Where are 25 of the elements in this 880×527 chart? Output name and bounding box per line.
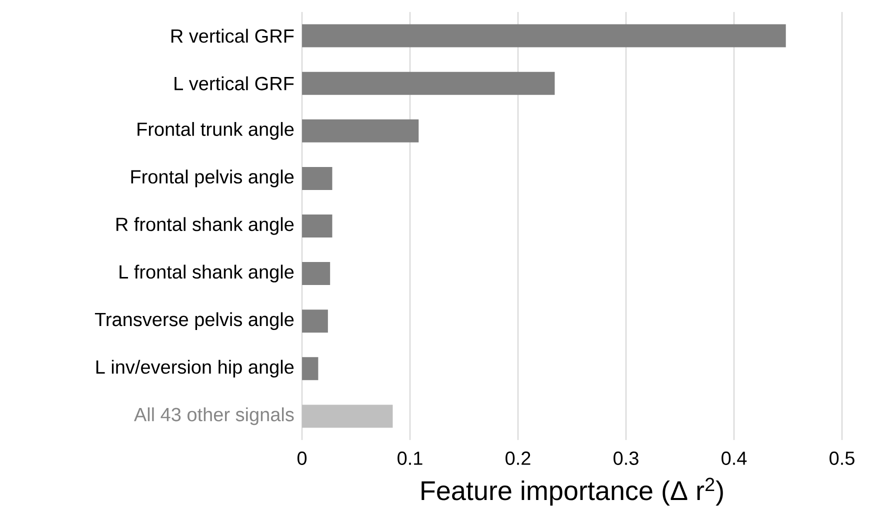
x-tick-label: 0.1	[398, 452, 422, 465]
y-tick-label: L inv/eversion hip angle	[96, 360, 294, 378]
y-tick-label: L vertical GRF	[174, 76, 294, 90]
bar	[302, 404, 393, 428]
y-tick-label: Transverse pelvis angle	[94, 312, 294, 330]
x-axis-title: Feature importance (Δ r$^{2}$)	[422, 478, 723, 506]
x-tick-label: 0.5	[830, 452, 854, 465]
x-tick-label: 0.4	[722, 452, 747, 465]
bar	[302, 262, 330, 286]
x-tick-label: 0.3	[614, 452, 638, 465]
y-tick-label: R vertical GRF	[171, 28, 294, 43]
x-tick-label: 0.2	[506, 452, 530, 465]
bar	[302, 166, 332, 190]
y-tick-label: R frontal shank angle	[116, 217, 294, 235]
bar	[302, 310, 328, 333]
y-tick-label: All 43 other signals	[134, 407, 294, 426]
bar	[302, 24, 786, 48]
y-tick-label: Frontal trunk angle	[138, 122, 294, 140]
y-tick-label: Frontal pelvis angle	[131, 170, 294, 188]
x-tick-label: 0	[297, 452, 307, 465]
bar	[302, 214, 332, 238]
bar	[302, 119, 419, 142]
bar	[302, 357, 318, 380]
bar	[302, 72, 555, 95]
y-tick-label: L frontal shank angle	[120, 264, 294, 282]
